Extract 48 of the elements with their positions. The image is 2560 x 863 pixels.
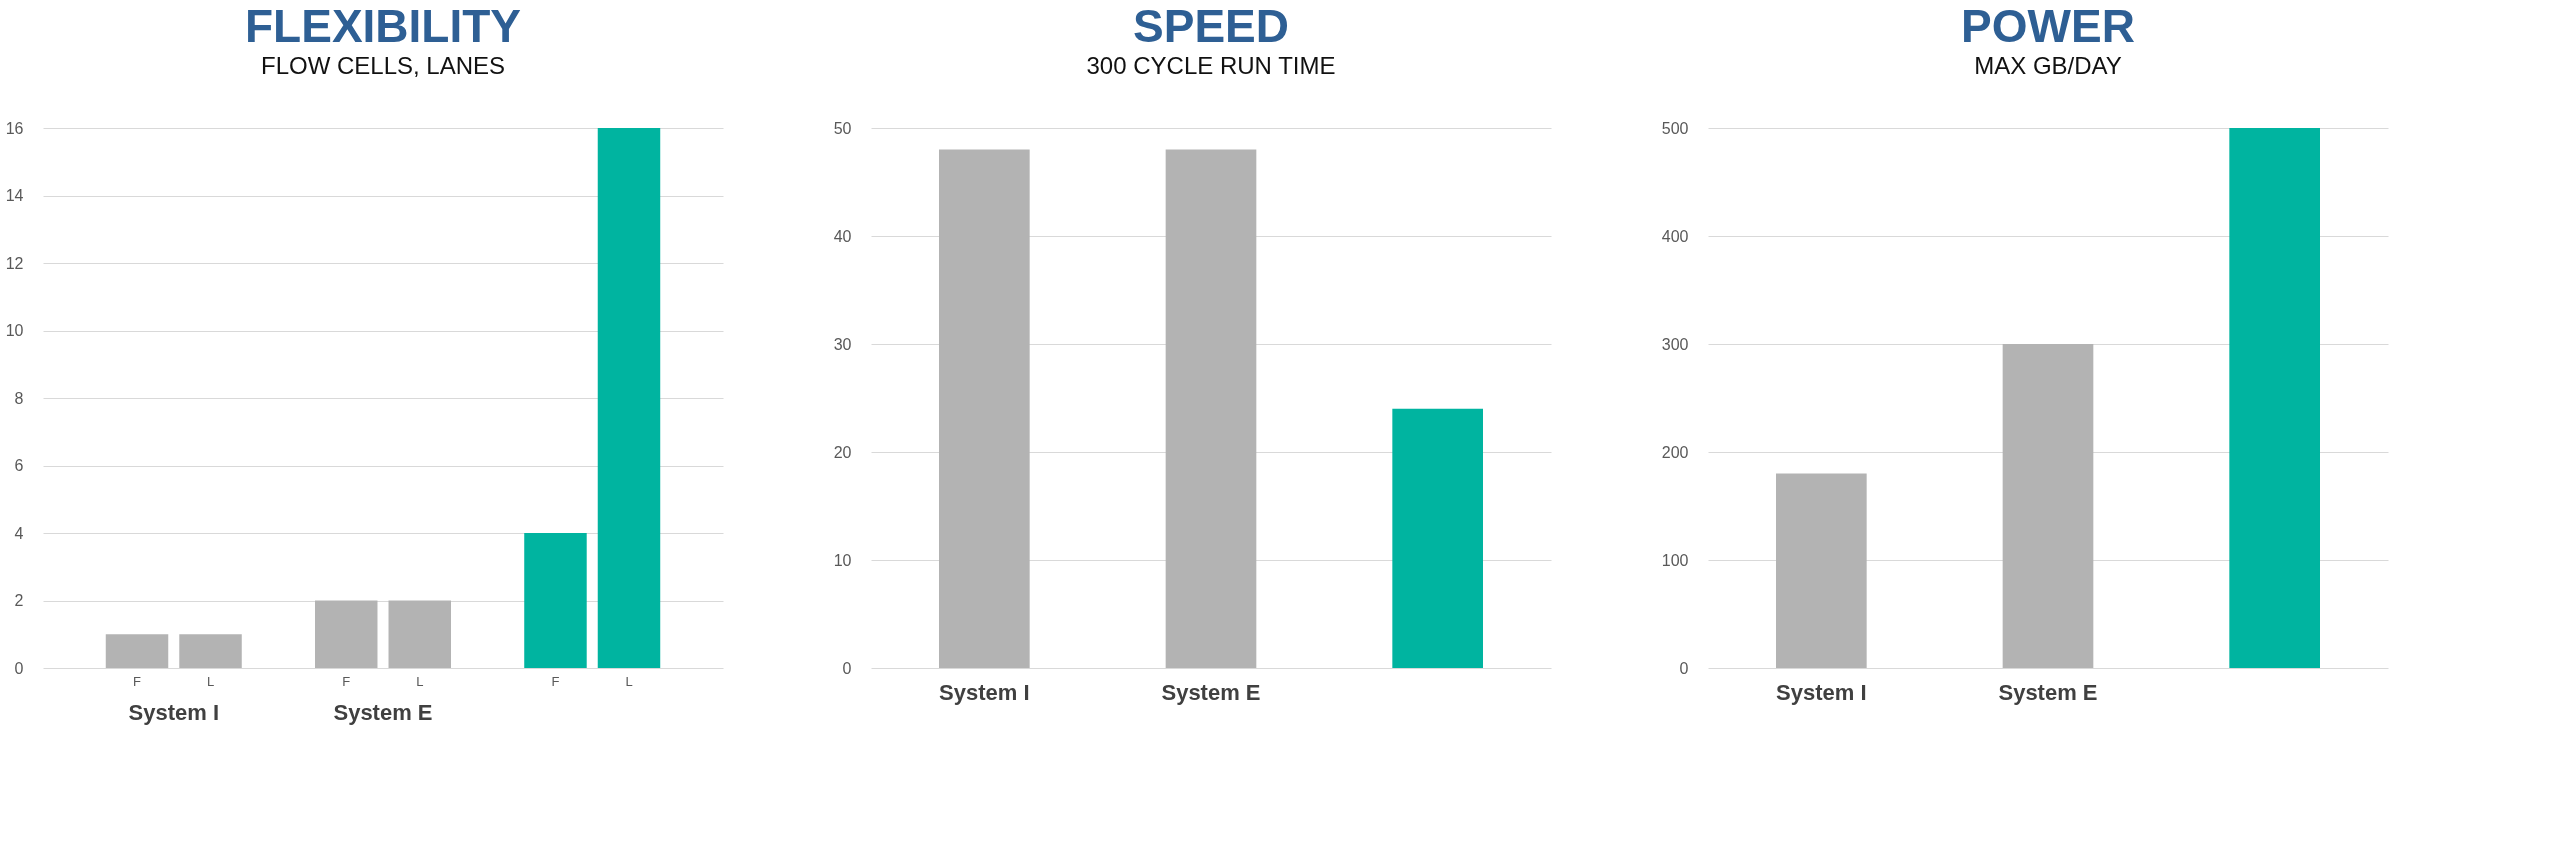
text: L — [416, 674, 424, 689]
y-tick-label: 50 — [833, 119, 852, 137]
y-tick-label: 300 — [1661, 335, 1689, 353]
x-tick-label: System E — [1998, 679, 2098, 705]
x-tick-label: System E — [1161, 679, 1261, 705]
chart-subtitle: FLOW CELLS, LANES — [260, 52, 506, 79]
y-tick-label: 10 — [833, 551, 852, 569]
y-tick-label: 100 — [1661, 551, 1689, 569]
chart-subtitle: MAX GB/DAY — [1974, 52, 2122, 79]
bar — [315, 600, 378, 668]
bar — [597, 128, 661, 668]
chart-title: FLEXIBILITY — [245, 0, 521, 52]
y-tick-label: 12 — [5, 254, 24, 272]
y-tick-label: 4 — [14, 524, 24, 542]
bar — [2002, 344, 2094, 668]
y-tick-label: 40 — [833, 227, 852, 245]
bar — [179, 634, 242, 668]
series-label: F — [133, 674, 142, 689]
text: F — [551, 674, 560, 689]
series-label: L — [206, 674, 215, 689]
text: L — [625, 674, 633, 689]
y-tick-label: 10 — [5, 322, 24, 339]
x-tick-label: System I — [128, 699, 220, 725]
y-tick-label: 30 — [833, 335, 852, 353]
y-tick-label: 0 — [842, 659, 852, 677]
text: F — [342, 674, 351, 689]
bar — [1776, 473, 1867, 668]
chart-title: POWER — [1961, 0, 2135, 52]
y-tick-label: 14 — [5, 187, 24, 204]
y-tick-label: 2 — [14, 592, 24, 609]
x-tick-label: System I — [1776, 679, 1867, 705]
y-tick-label: 20 — [833, 443, 852, 461]
y-tick-label: 200 — [1661, 443, 1689, 461]
y-tick-label: 8 — [14, 389, 24, 407]
y-tick-label: 0 — [1679, 659, 1689, 677]
x-tick-label: System I — [939, 679, 1030, 705]
bar — [524, 533, 587, 668]
y-tick-label: 400 — [1661, 227, 1689, 245]
bar — [388, 600, 451, 668]
chart-subtitle: 300 CYCLE RUN TIME — [1086, 52, 1336, 79]
bar — [2229, 128, 2320, 668]
y-tick-label: 0 — [14, 659, 24, 677]
y-tick-label: 500 — [1661, 119, 1689, 137]
x-tick-label: System E — [333, 699, 433, 725]
y-tick-label: 16 — [5, 119, 24, 137]
bar — [105, 634, 169, 668]
chart-title: SPEED — [1133, 0, 1289, 52]
y-tick-label: 6 — [14, 457, 24, 474]
